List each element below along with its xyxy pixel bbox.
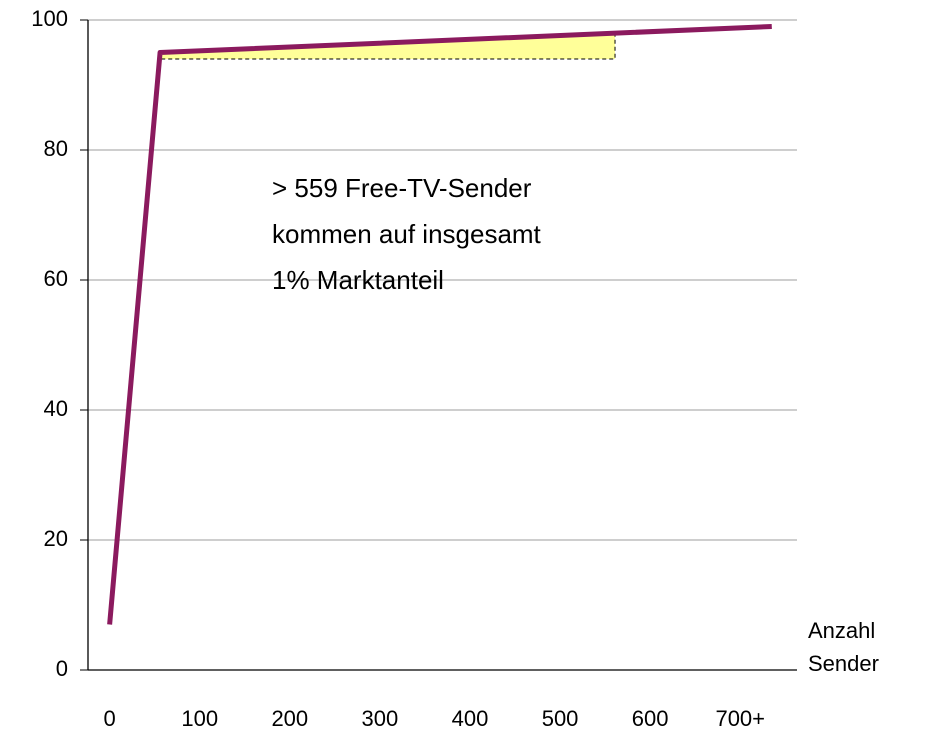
x-tick-label: 700+ bbox=[715, 706, 765, 731]
x-tick-label: 300 bbox=[362, 706, 399, 731]
y-tick-label: 100 bbox=[31, 6, 68, 31]
x-axis-label: Sender bbox=[808, 651, 879, 676]
x-tick-label: 600 bbox=[632, 706, 669, 731]
x-axis-label: Anzahl bbox=[808, 618, 875, 643]
y-tick-label: 0 bbox=[56, 656, 68, 681]
x-tick-label: 500 bbox=[542, 706, 579, 731]
y-tick-label: 40 bbox=[44, 396, 68, 421]
y-tick-label: 80 bbox=[44, 136, 68, 161]
x-tick-label: 200 bbox=[271, 706, 308, 731]
annotation: > 559 Free-TV-Sender bbox=[272, 173, 532, 203]
annotation: 1% Marktanteil bbox=[272, 265, 444, 295]
y-tick-label: 60 bbox=[44, 266, 68, 291]
annotation: kommen auf insgesamt bbox=[272, 219, 542, 249]
x-tick-label: 100 bbox=[181, 706, 218, 731]
y-tick-label: 20 bbox=[44, 526, 68, 551]
data-line bbox=[107, 24, 772, 625]
x-tick-label: 400 bbox=[452, 706, 489, 731]
x-tick-label: 0 bbox=[103, 706, 115, 731]
